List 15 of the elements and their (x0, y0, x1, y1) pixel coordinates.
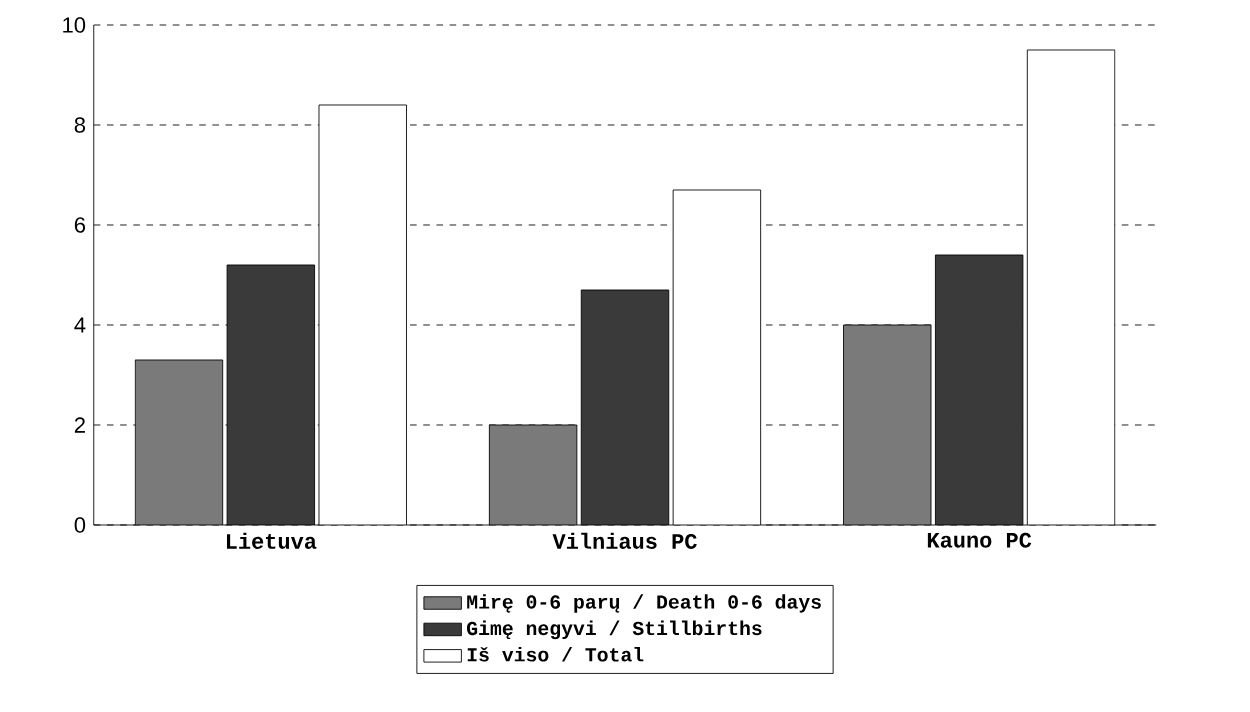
y-tick-label: 10 (63, 17, 86, 33)
legend-label: Iš viso / Total (467, 646, 644, 662)
x-tick-label: Kauno PC (927, 532, 1032, 548)
y-tick-label: 2 (74, 417, 85, 433)
bar (227, 264, 315, 525)
legend-label: Mirę 0-6 parų / Death 0-6 days (467, 593, 821, 613)
y-tick-label: 8 (74, 116, 86, 133)
y-tick-label: 0 (74, 516, 86, 533)
legend-label: Gimę negyvi / Stillbirths (467, 620, 762, 639)
y-tick-label: 6 (74, 216, 86, 233)
x-tick-label: Lietuva (226, 532, 317, 549)
bar (581, 289, 669, 525)
y-tick-label: 4 (74, 317, 86, 333)
x-tick-label: Vilniaus PC (552, 532, 697, 549)
bar (934, 254, 1024, 525)
